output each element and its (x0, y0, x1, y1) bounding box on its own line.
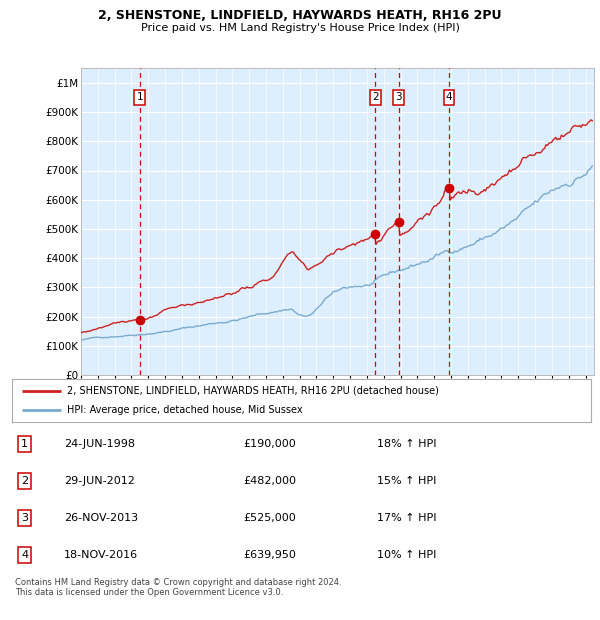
Text: 3: 3 (21, 513, 28, 523)
Text: £190,000: £190,000 (244, 440, 296, 450)
Text: Price paid vs. HM Land Registry's House Price Index (HPI): Price paid vs. HM Land Registry's House … (140, 23, 460, 33)
Text: 2, SHENSTONE, LINDFIELD, HAYWARDS HEATH, RH16 2PU: 2, SHENSTONE, LINDFIELD, HAYWARDS HEATH,… (98, 9, 502, 22)
Text: £525,000: £525,000 (244, 513, 296, 523)
Text: 2: 2 (372, 92, 379, 102)
Text: 18% ↑ HPI: 18% ↑ HPI (377, 440, 436, 450)
Text: Contains HM Land Registry data © Crown copyright and database right 2024.
This d: Contains HM Land Registry data © Crown c… (15, 578, 341, 597)
Text: 1: 1 (136, 92, 143, 102)
Text: 24-JUN-1998: 24-JUN-1998 (64, 440, 135, 450)
Text: 26-NOV-2013: 26-NOV-2013 (64, 513, 138, 523)
Text: HPI: Average price, detached house, Mid Sussex: HPI: Average price, detached house, Mid … (67, 405, 302, 415)
Text: 4: 4 (446, 92, 452, 102)
Text: 15% ↑ HPI: 15% ↑ HPI (377, 476, 436, 486)
Text: £639,950: £639,950 (244, 550, 296, 560)
Text: 2, SHENSTONE, LINDFIELD, HAYWARDS HEATH, RH16 2PU (detached house): 2, SHENSTONE, LINDFIELD, HAYWARDS HEATH,… (67, 386, 439, 396)
Text: 2: 2 (21, 476, 28, 486)
Text: 18-NOV-2016: 18-NOV-2016 (64, 550, 138, 560)
Text: £482,000: £482,000 (244, 476, 296, 486)
Text: 29-JUN-2012: 29-JUN-2012 (64, 476, 135, 486)
Text: 17% ↑ HPI: 17% ↑ HPI (377, 513, 436, 523)
Text: 1: 1 (21, 440, 28, 450)
Text: 4: 4 (21, 550, 28, 560)
Text: 10% ↑ HPI: 10% ↑ HPI (377, 550, 436, 560)
Text: 3: 3 (395, 92, 402, 102)
